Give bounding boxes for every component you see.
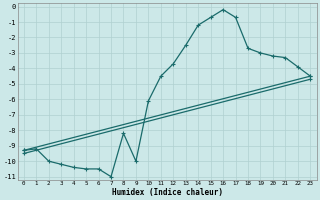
X-axis label: Humidex (Indice chaleur): Humidex (Indice chaleur)	[112, 188, 223, 197]
